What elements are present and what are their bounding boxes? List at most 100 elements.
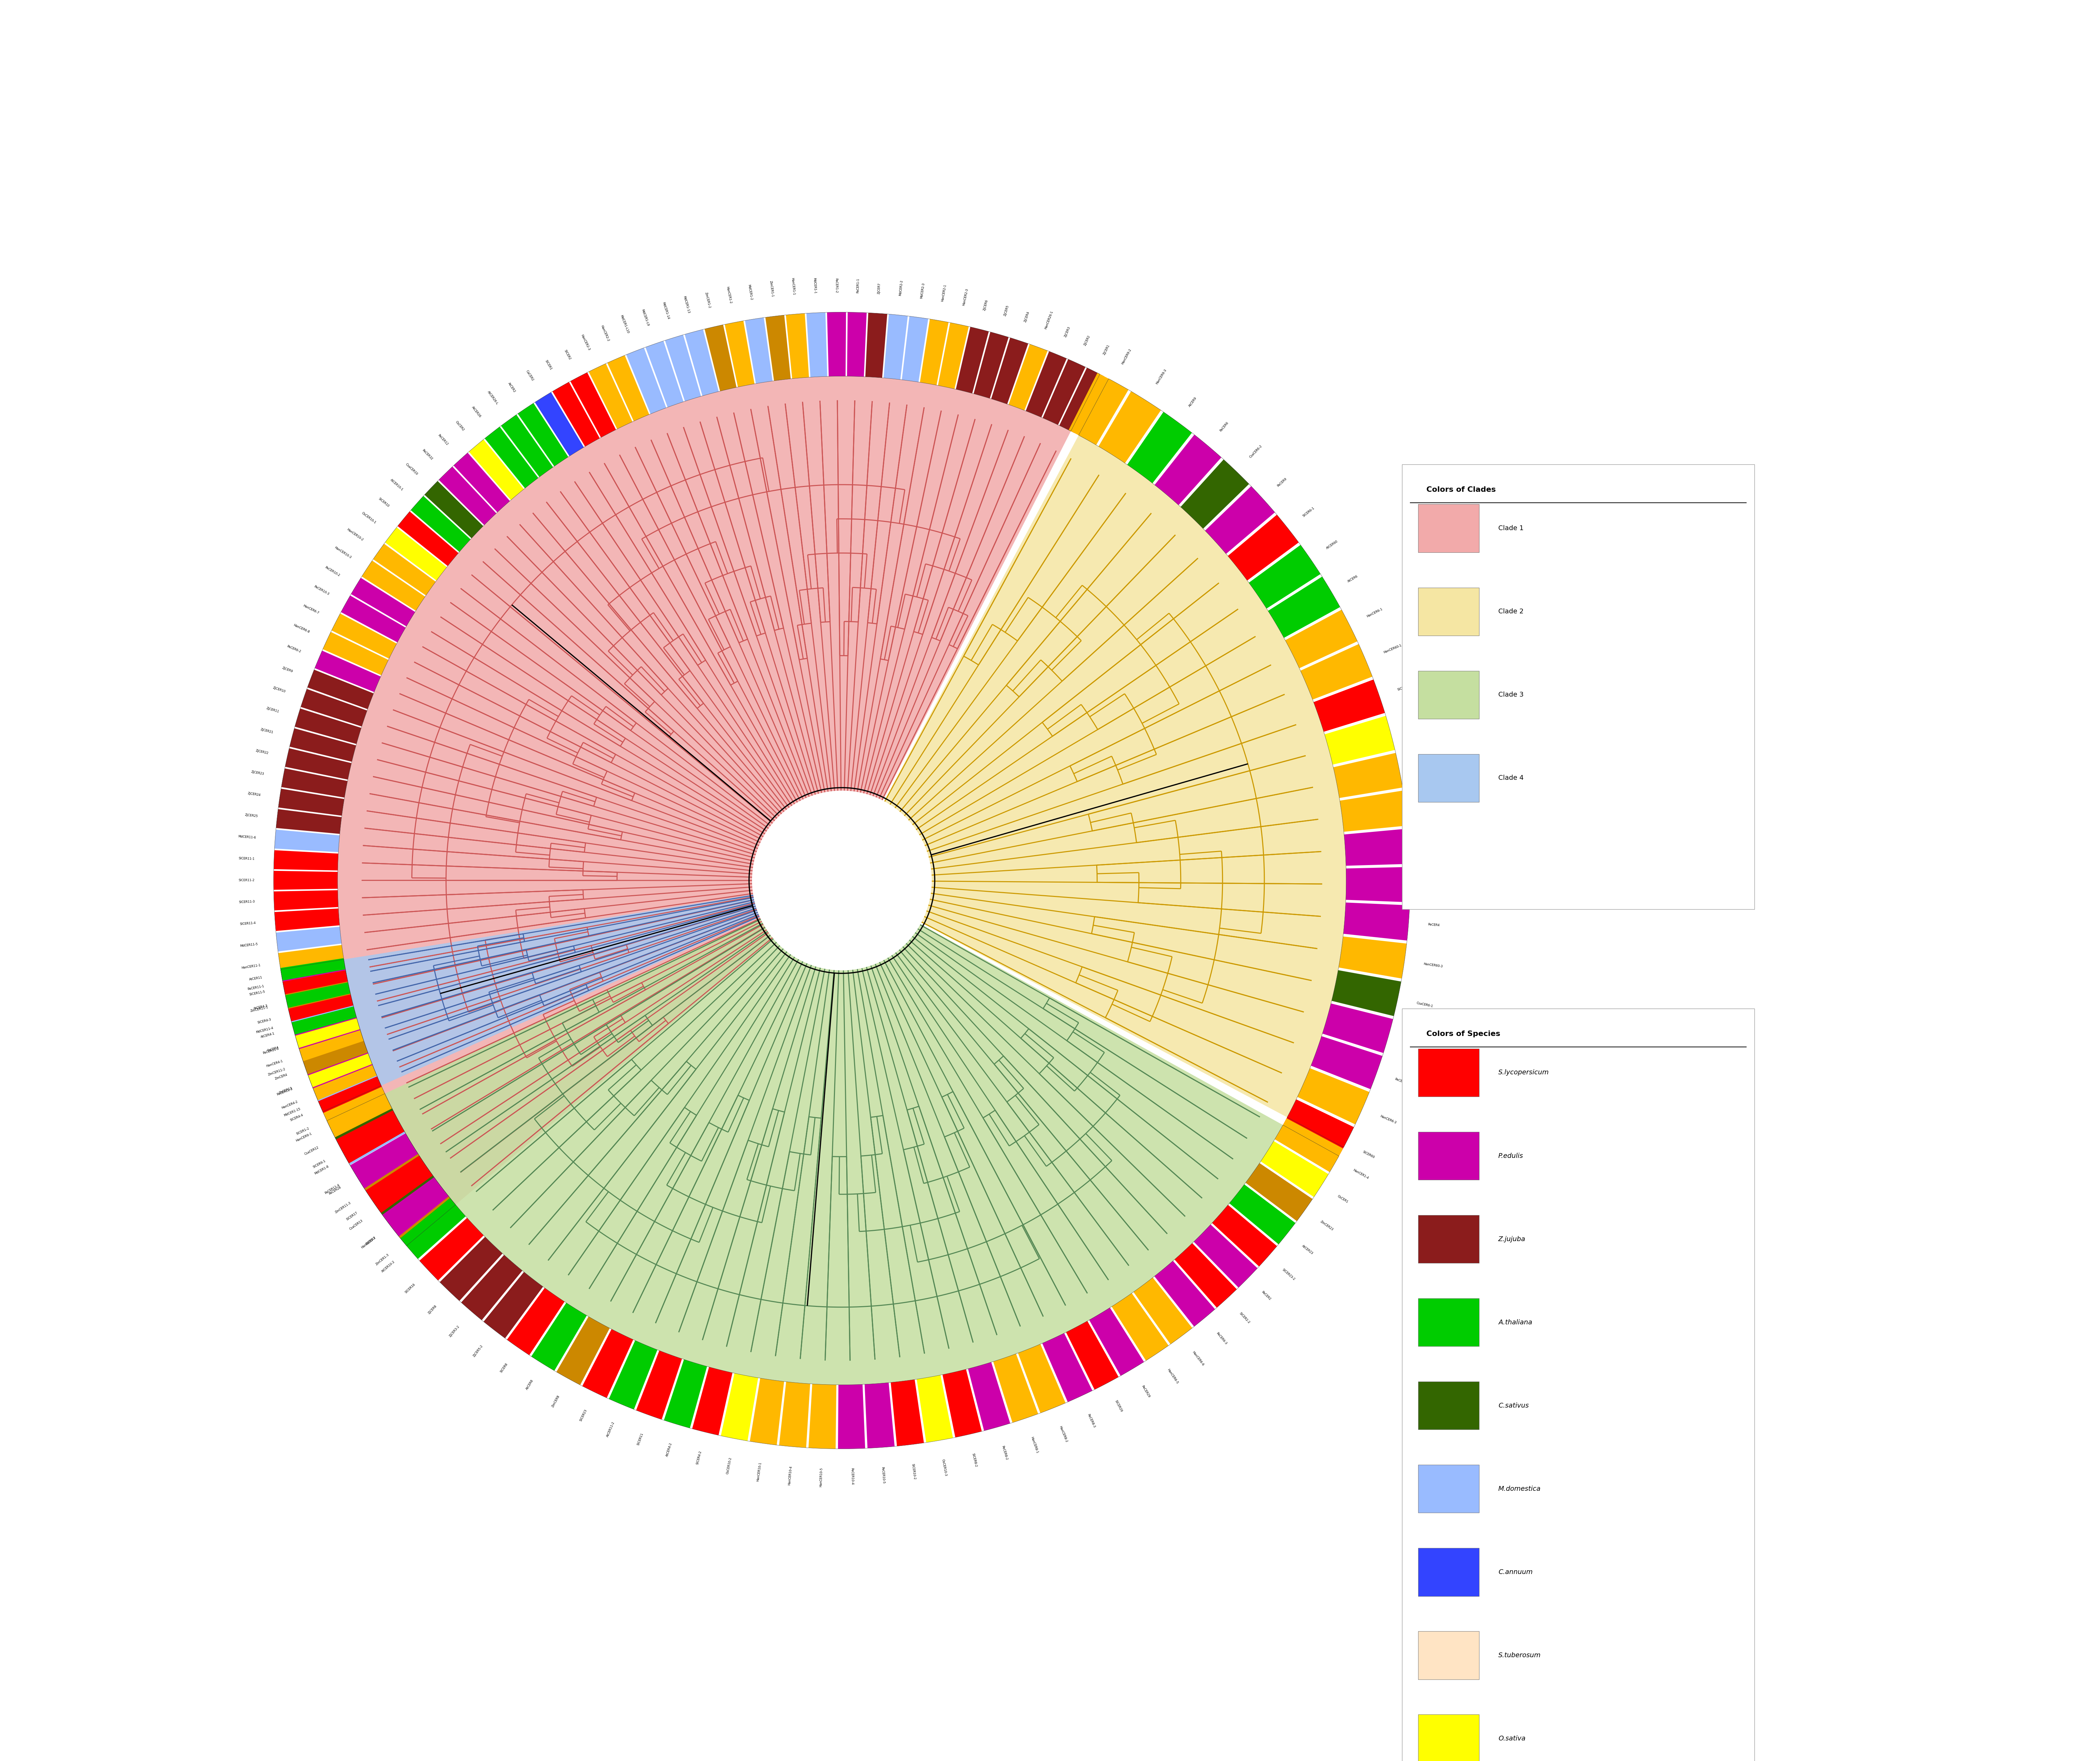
Polygon shape	[588, 363, 632, 430]
Text: HanCER6-8: HanCER6-8	[292, 623, 311, 634]
Text: SlCER17: SlCER17	[346, 1212, 359, 1222]
Text: AtCER26: AtCER26	[470, 405, 481, 419]
Polygon shape	[808, 1384, 836, 1449]
Polygon shape	[365, 1155, 433, 1213]
Bar	[1418, 754, 1478, 801]
Text: AtCER4-3: AtCER4-3	[254, 1004, 269, 1011]
Text: SlCER23-2: SlCER23-2	[1281, 1268, 1296, 1280]
Polygon shape	[351, 1134, 418, 1189]
Text: MdCER11-6: MdCER11-6	[237, 835, 256, 840]
Text: PeCER8-2: PeCER8-2	[1002, 1446, 1008, 1460]
Polygon shape	[332, 613, 397, 659]
Polygon shape	[918, 1375, 953, 1442]
Text: AtCER11: AtCER11	[250, 976, 262, 981]
Text: PeCER32: PeCER32	[422, 449, 433, 461]
Text: HanCER6-5: HanCER6-5	[1168, 1368, 1178, 1384]
Polygon shape	[462, 1256, 523, 1321]
Text: HanCER9-3: HanCER9-3	[1155, 368, 1168, 386]
Text: HanCER10-5: HanCER10-5	[819, 1467, 823, 1486]
Text: AlCER10-1: AlCER10-1	[388, 479, 403, 491]
Polygon shape	[1260, 1141, 1329, 1197]
Text: HanCER8-2: HanCER8-2	[1058, 1425, 1069, 1442]
Text: HanCER1-2: HanCER1-2	[727, 287, 733, 305]
Text: AtCER23: AtCER23	[1302, 1245, 1315, 1256]
Polygon shape	[1281, 1099, 1354, 1159]
Text: A.thaliana: A.thaliana	[1497, 1319, 1533, 1326]
Text: AtCER2: AtCER2	[508, 382, 517, 393]
Text: HanCER60-3: HanCER60-3	[1424, 962, 1443, 969]
Polygon shape	[1268, 576, 1340, 637]
Text: HanCER6-2: HanCER6-2	[1418, 761, 1436, 768]
Polygon shape	[865, 1382, 895, 1448]
Polygon shape	[842, 435, 1346, 1116]
Text: ZmCER8: ZmCER8	[550, 1395, 561, 1407]
Polygon shape	[838, 1384, 865, 1449]
Text: Clade 3: Clade 3	[1497, 692, 1525, 697]
Text: AtCER6: AtCER6	[1346, 574, 1359, 583]
Text: ZjCER1: ZjCER1	[1102, 343, 1111, 356]
Text: PaCER11-4: PaCER11-4	[323, 1183, 340, 1194]
Text: AtCER60: AtCER60	[1325, 539, 1338, 549]
Circle shape	[752, 791, 932, 970]
Text: PeCER6: PeCER6	[1220, 421, 1228, 431]
Polygon shape	[281, 958, 346, 981]
Text: SlCER8-2: SlCER8-2	[972, 1453, 976, 1467]
Polygon shape	[468, 440, 523, 500]
Text: SlCER2-2: SlCER2-2	[1239, 1312, 1249, 1324]
Polygon shape	[968, 1363, 1010, 1430]
Text: SlCER10-2: SlCER10-2	[911, 1463, 916, 1479]
Text: SlCER23: SlCER23	[580, 1409, 588, 1421]
Polygon shape	[279, 789, 344, 815]
Text: SlCER11-1: SlCER11-1	[239, 858, 254, 861]
Text: PeCER8: PeCER8	[1428, 844, 1441, 847]
Polygon shape	[281, 963, 346, 991]
Polygon shape	[275, 808, 342, 835]
Bar	[1403, 465, 1754, 909]
Polygon shape	[439, 1236, 502, 1301]
Polygon shape	[1174, 1243, 1237, 1308]
Text: CsaCER10: CsaCER10	[405, 463, 418, 475]
Polygon shape	[1058, 368, 1105, 433]
Text: PeCER9: PeCER9	[1277, 477, 1287, 488]
Polygon shape	[1044, 359, 1086, 424]
Text: C.sativus: C.sativus	[1497, 1402, 1529, 1409]
Polygon shape	[1042, 1333, 1092, 1402]
Text: ZmCER1-3: ZmCER1-3	[376, 1254, 388, 1266]
Polygon shape	[1245, 1162, 1312, 1220]
Bar	[1418, 504, 1478, 553]
Polygon shape	[286, 983, 351, 1007]
Polygon shape	[1323, 1004, 1392, 1053]
Polygon shape	[609, 1340, 657, 1409]
Text: HanCER4-1: HanCER4-1	[267, 1060, 284, 1067]
Polygon shape	[1300, 645, 1373, 699]
Polygon shape	[382, 1176, 449, 1236]
Text: HanCER2-3: HanCER2-3	[962, 289, 968, 306]
Text: ZjCER8: ZjCER8	[428, 1305, 437, 1315]
Text: ZjCER22: ZjCER22	[256, 748, 269, 755]
Text: HanCER26-1: HanCER26-1	[1044, 310, 1054, 329]
Text: OsCER10-2: OsCER10-2	[727, 1456, 733, 1474]
Polygon shape	[332, 1102, 397, 1146]
Text: SlCER9-1: SlCER9-1	[313, 1159, 326, 1169]
Polygon shape	[1228, 514, 1298, 581]
Bar	[1418, 1715, 1478, 1761]
Polygon shape	[939, 322, 968, 389]
Polygon shape	[302, 1043, 367, 1074]
Polygon shape	[313, 1065, 376, 1101]
Bar	[1418, 1382, 1478, 1430]
Polygon shape	[307, 1051, 374, 1092]
Polygon shape	[779, 1382, 811, 1448]
Polygon shape	[1325, 715, 1394, 764]
Text: SlCER4-4: SlCER4-4	[290, 1113, 304, 1122]
Text: HanCER11-1: HanCER11-1	[242, 963, 260, 970]
Polygon shape	[1315, 680, 1384, 733]
Bar	[1418, 1298, 1478, 1347]
Text: AtCER11-2: AtCER11-2	[607, 1421, 615, 1437]
Polygon shape	[361, 560, 424, 611]
Polygon shape	[1128, 412, 1193, 483]
Text: PaCER11-3: PaCER11-3	[277, 1088, 294, 1097]
Text: PaCER11-1: PaCER11-1	[248, 984, 265, 991]
Polygon shape	[901, 317, 928, 382]
Polygon shape	[993, 1354, 1037, 1423]
Polygon shape	[344, 880, 842, 1085]
